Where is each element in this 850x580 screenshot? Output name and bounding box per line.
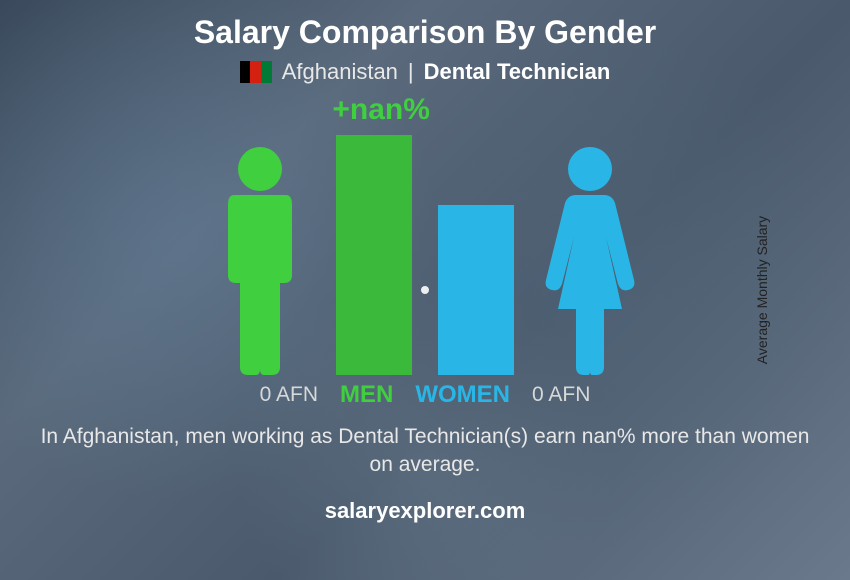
women-label: WOMEN (415, 381, 510, 409)
country-flag-icon (240, 61, 272, 83)
flag-stripe-2 (250, 61, 261, 83)
page-title: Salary Comparison By Gender (194, 14, 656, 51)
chart-figures (145, 135, 705, 375)
men-bar (336, 135, 412, 375)
flag-stripe-1 (240, 61, 251, 83)
female-person-icon (540, 145, 640, 375)
percent-difference-label: +nan% (332, 93, 430, 127)
country-name: Afghanistan (282, 59, 398, 85)
infographic-container: Salary Comparison By Gender Afghanistan … (0, 0, 850, 580)
men-label: MEN (340, 381, 393, 409)
male-person-icon (210, 145, 310, 375)
flag-stripe-3 (261, 61, 272, 83)
women-bar (438, 205, 514, 375)
job-title: Dental Technician (424, 59, 611, 85)
men-value: 0 AFN (260, 383, 318, 407)
chart-area: +nan% 0 AFN MEN (145, 93, 705, 413)
women-value: 0 AFN (532, 383, 590, 407)
footer-source: salaryexplorer.com (325, 498, 526, 524)
subtitle-row: Afghanistan | Dental Technician (240, 59, 611, 85)
y-axis-label: Average Monthly Salary (754, 216, 770, 364)
chart-bottom-labels: 0 AFN MEN WOMEN 0 AFN (145, 381, 705, 409)
description-text: In Afghanistan, men working as Dental Te… (35, 423, 815, 480)
subtitle-divider: | (408, 59, 414, 85)
